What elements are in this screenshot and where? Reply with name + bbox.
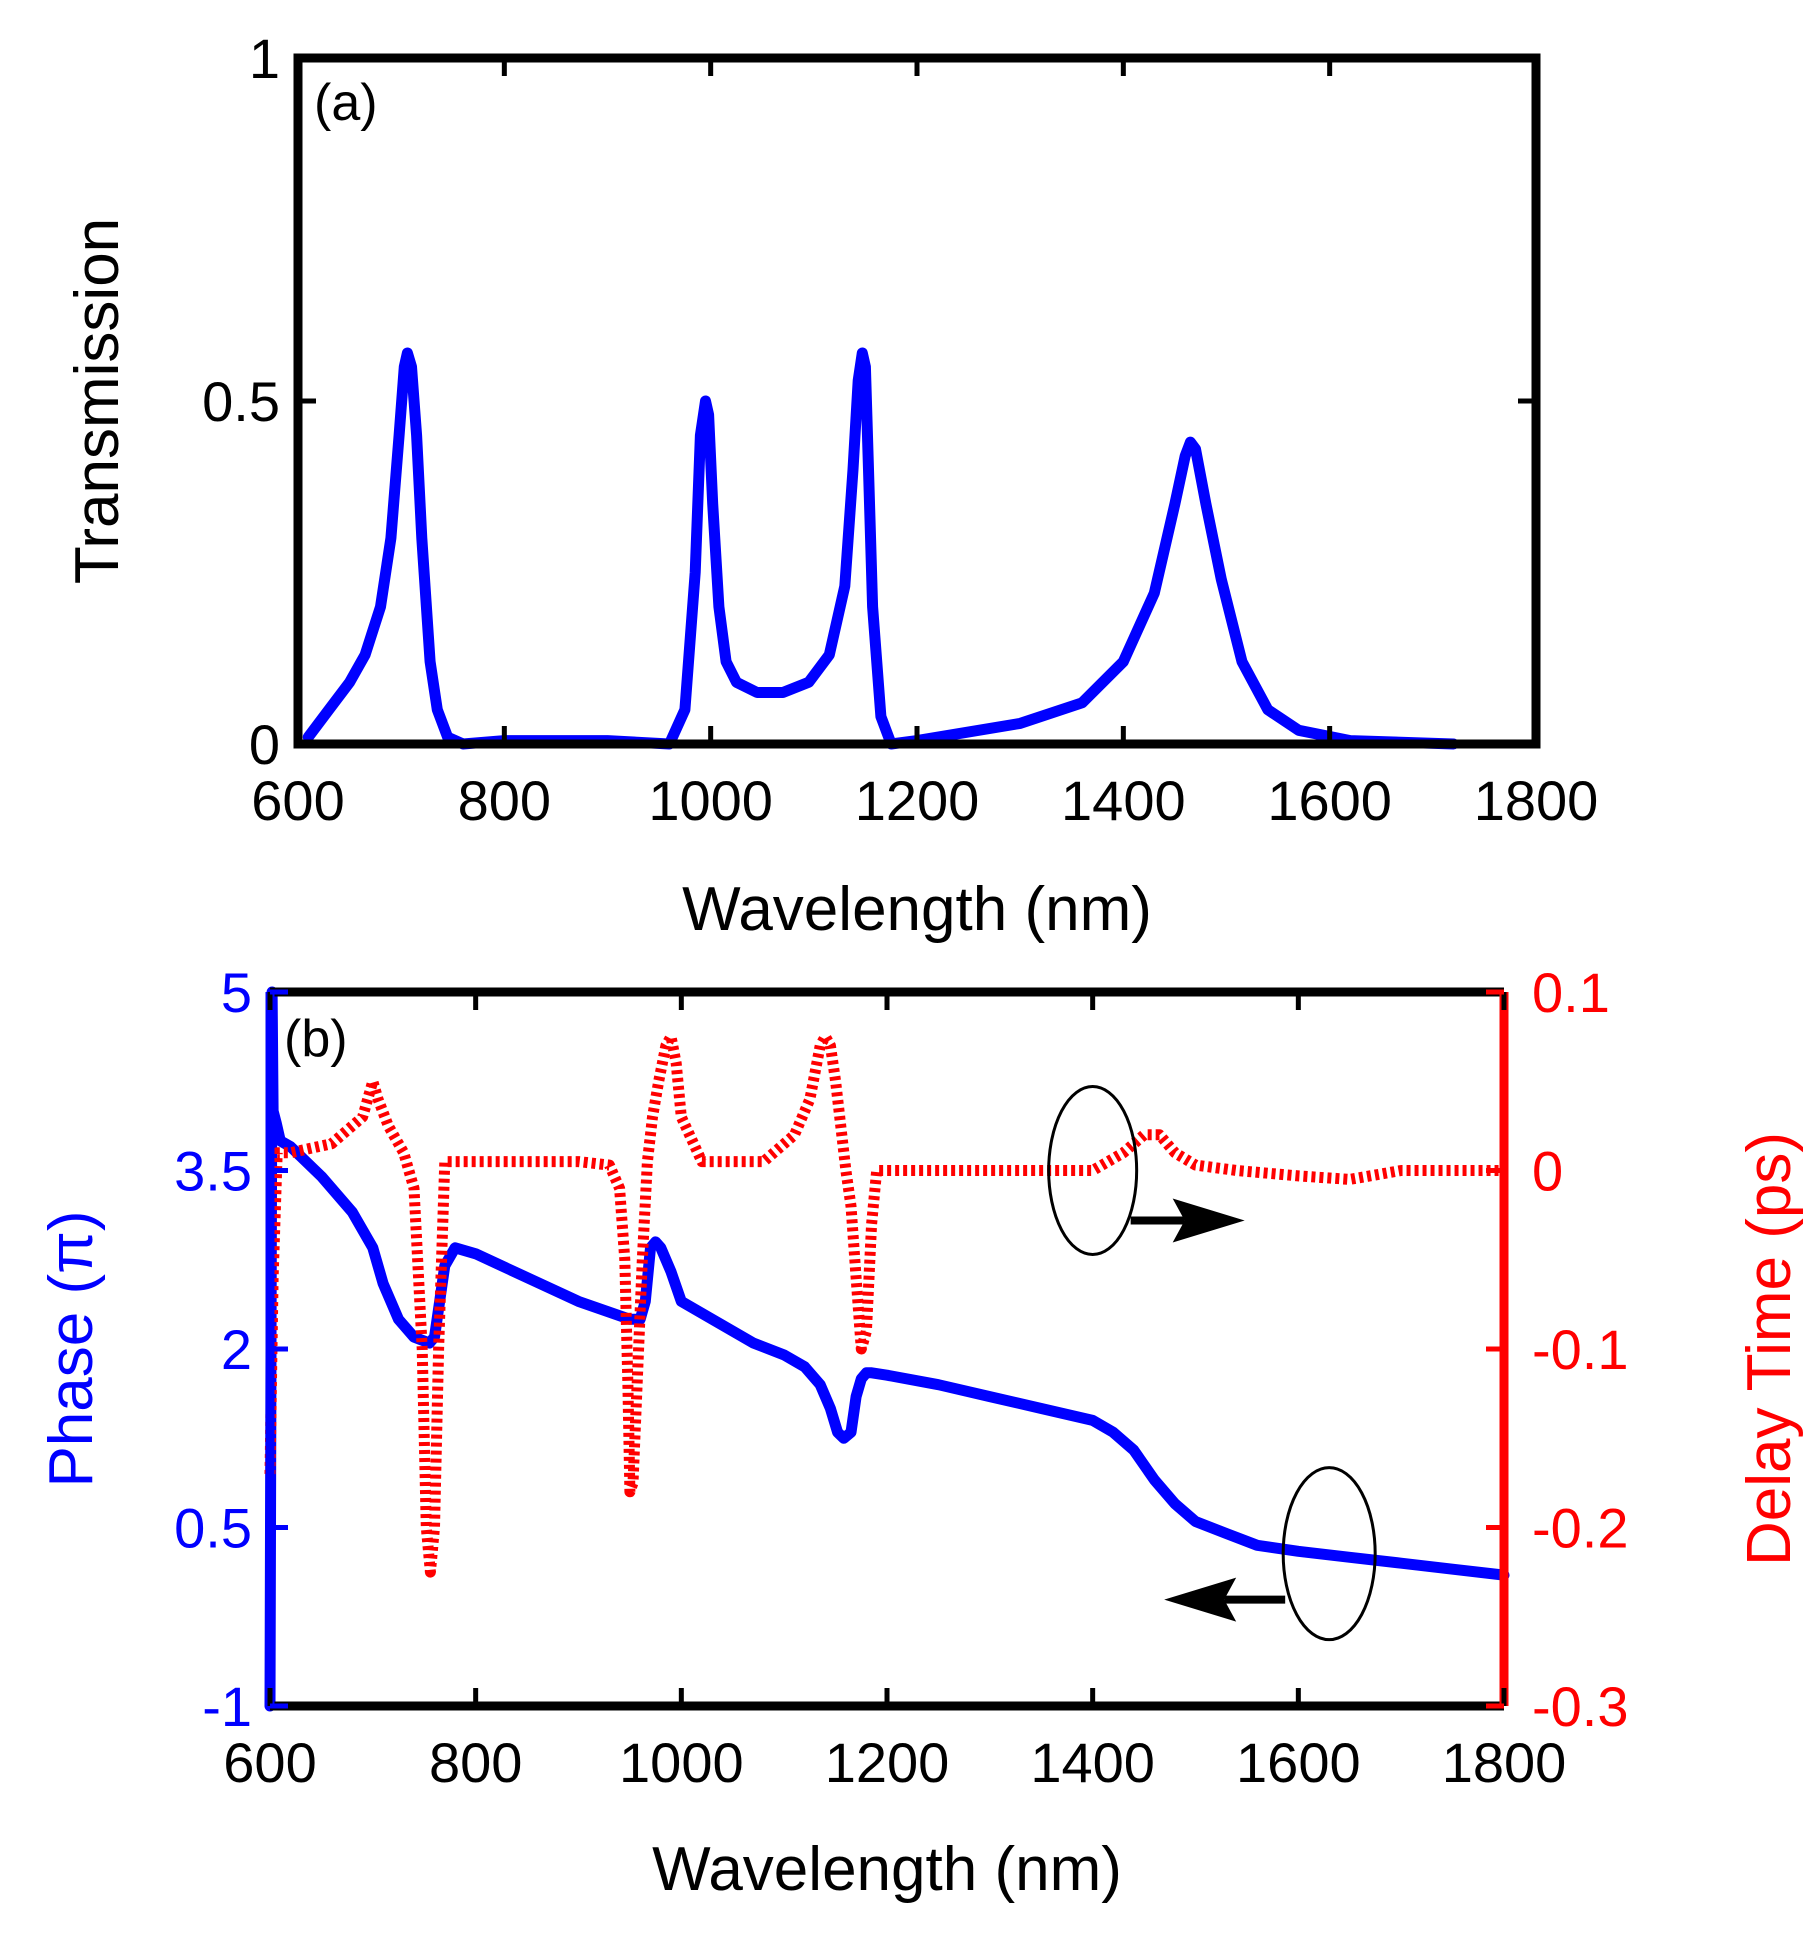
panel-a-ticks: 600 800 1000 1200 1400 1600 1800 0 0.5 1: [202, 27, 1598, 832]
panel-b-left-y-tick-label-3: 3.5: [174, 1140, 252, 1203]
panel-b-arrow-right-head: [1172, 1198, 1245, 1243]
panel-b-delay-ellipse: [1047, 1085, 1139, 1256]
panel-b-x-tick-label-3: 1200: [825, 1731, 950, 1794]
panel-a-x-tick-label-3: 1200: [855, 769, 980, 832]
panel-a-x-tick-label-1: 800: [458, 769, 551, 832]
panel-b-series-layer: [264, 986, 1510, 1712]
panel-b-ticks: 600 800 1000 1200 1400 1600 1800 -1 0.5 2 3.5 5 -0.3…: [174, 961, 1628, 1794]
panel-a-x-tick-label-6: 1800: [1474, 769, 1599, 832]
panel-b-x-tick-label-0: 600: [223, 1731, 316, 1794]
panel-b-right-y-tick-label-2: -0.1: [1532, 1318, 1629, 1381]
panel-b-right-y-tick-label-0: -0.3: [1532, 1675, 1629, 1738]
panel-b-x-tick-label-6: 1800: [1442, 1731, 1567, 1794]
panel-b-x-tick-label-1: 800: [429, 1731, 522, 1794]
panel-b-series-phase-line: [264, 986, 1510, 1712]
panel-b-x-tick-label-4: 1400: [1030, 1731, 1155, 1794]
panel-b-left-y-axis-label: Phase (π): [37, 1210, 106, 1487]
panel-a-y-tick-label-2: 1: [249, 27, 280, 90]
panel-b-x-tick-label-5: 1600: [1236, 1731, 1361, 1794]
panel-b-right-y-tick-label-1: -0.2: [1532, 1497, 1629, 1560]
panel-b-left-y-tick-label-1: 0.5: [174, 1497, 252, 1560]
panel-a-x-tick-label-2: 1000: [648, 769, 773, 832]
panel-b-annotations: [1047, 1085, 1377, 1642]
panel-b-left-y-tick-label-0: -1: [202, 1675, 252, 1738]
panel-a-y-tick-label-1: 0.5: [202, 370, 280, 433]
panel-a-series-layer: [302, 347, 1459, 750]
panel-a-x-tick-label-4: 1400: [1061, 769, 1186, 832]
panel-a: 600 800 1000 1200 1400 1600 1800 0 0.5 1 (a) Wave…: [63, 27, 1598, 944]
panel-b-x-axis-label: Wavelength (nm): [652, 1835, 1122, 1904]
panel-b-right-y-axis-label: Delay Time (ps): [1735, 1132, 1804, 1566]
panel-a-x-tick-label-5: 1600: [1267, 769, 1392, 832]
panel-a-x-tick-label-0: 600: [251, 769, 344, 832]
panel-a-y-axis-label: Transmission: [63, 218, 132, 584]
panel-b-label: (b): [284, 1010, 348, 1068]
panel-b: 600 800 1000 1200 1400 1600 1800 -1 0.5 2 3.5 5 -0.3…: [37, 961, 1804, 1904]
panel-a-label: (a): [314, 74, 378, 132]
panel-b-arrow-left-head: [1164, 1577, 1237, 1622]
panel-b-series-delay-time-line: [264, 1031, 1504, 1578]
panel-a-series-line-0: [302, 347, 1459, 750]
panel-b-left-y-tick-label-4: 5: [221, 961, 252, 1024]
panel-a-y-tick-label-0: 0: [249, 713, 280, 776]
panel-b-phase-ellipse: [1281, 1466, 1377, 1642]
panel-a-x-axis-label: Wavelength (nm): [682, 875, 1152, 944]
panel-b-right-y-tick-label-4: 0.1: [1532, 961, 1610, 1024]
panel-b-left-y-tick-label-2: 2: [221, 1318, 252, 1381]
panel-b-right-y-tick-label-3: 0: [1532, 1140, 1563, 1203]
panel-b-x-tick-label-2: 1000: [619, 1731, 744, 1794]
